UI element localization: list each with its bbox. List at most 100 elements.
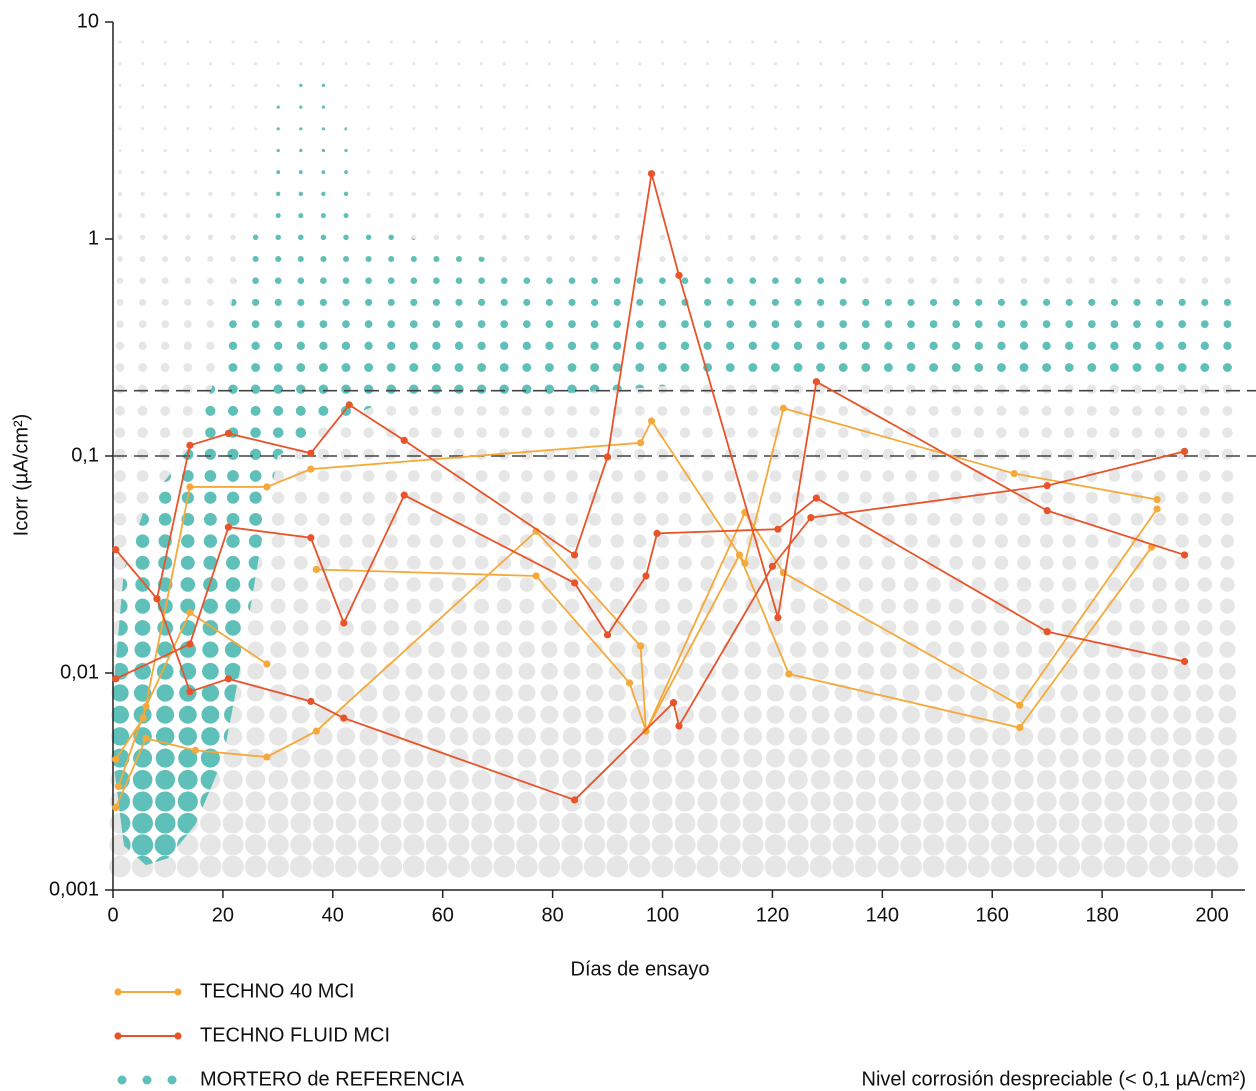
reference-dot xyxy=(299,106,302,109)
grid-dot xyxy=(561,856,583,878)
grid-dot xyxy=(1174,684,1191,701)
grid-dot xyxy=(1202,235,1207,240)
grid-dot xyxy=(480,62,483,65)
grid-dot xyxy=(1198,534,1211,547)
reference-dot xyxy=(410,299,417,306)
legend-swatch xyxy=(168,1076,177,1085)
reference-dot xyxy=(1043,299,1050,306)
grid-dot xyxy=(838,449,849,460)
grid-dot xyxy=(435,170,439,174)
reference-dot xyxy=(132,834,153,855)
data-point xyxy=(675,272,682,279)
grid-dot xyxy=(932,40,935,43)
grid-dot xyxy=(431,427,442,438)
grid-dot xyxy=(702,470,714,482)
grid-dot xyxy=(186,149,189,152)
grid-dot xyxy=(141,127,144,130)
grid-dot xyxy=(1064,427,1075,438)
grid-dot xyxy=(977,62,980,65)
grid-dot xyxy=(386,449,397,460)
grid-dot xyxy=(434,235,439,240)
grid-dot xyxy=(819,170,823,174)
grid-dot xyxy=(406,620,422,636)
grid-dot xyxy=(431,406,441,416)
grid-dot xyxy=(363,427,374,438)
grid-dot xyxy=(1022,192,1026,196)
grid-dot xyxy=(389,192,393,196)
reference-dot xyxy=(410,320,418,328)
grid-dot xyxy=(253,192,257,196)
grid-dot xyxy=(428,642,444,658)
grid-dot xyxy=(629,834,650,855)
grid-dot xyxy=(950,534,963,547)
grid-dot xyxy=(268,791,288,811)
grid-dot xyxy=(815,449,826,460)
reference-dot xyxy=(321,235,326,240)
reference-dot xyxy=(205,449,216,460)
grid-dot xyxy=(116,299,123,306)
grid-dot xyxy=(903,663,920,680)
grid-dot xyxy=(679,449,690,460)
grid-dot xyxy=(886,235,891,240)
grid-dot xyxy=(860,470,872,482)
grid-dot xyxy=(118,170,122,174)
grid-dot xyxy=(638,40,641,43)
grid-dot xyxy=(457,84,460,87)
grid-dot xyxy=(1000,106,1003,109)
grid-dot xyxy=(788,791,808,811)
legend-swatch xyxy=(114,1032,121,1039)
grid-dot xyxy=(634,470,646,482)
grid-dot xyxy=(1175,556,1189,570)
grid-dot xyxy=(563,749,582,768)
grid-dot xyxy=(248,642,264,658)
grid-dot xyxy=(834,706,852,724)
reference-dot xyxy=(1088,299,1095,306)
reference-dot xyxy=(273,384,282,393)
reference-dot xyxy=(388,299,395,306)
grid-dot xyxy=(1112,235,1117,240)
reference-dot xyxy=(251,384,260,393)
grid-dot xyxy=(812,706,830,724)
grid-dot xyxy=(1063,534,1076,547)
grid-dot xyxy=(729,127,732,130)
grid-dot xyxy=(903,599,918,614)
reference-dot xyxy=(568,299,575,306)
grid-dot xyxy=(335,834,356,855)
reference-dot xyxy=(250,449,261,460)
grid-dot xyxy=(858,642,874,658)
grid-dot xyxy=(525,149,528,152)
grid-dot xyxy=(412,40,415,43)
reference-dot xyxy=(342,363,351,372)
grid-dot xyxy=(457,192,461,196)
grid-dot xyxy=(1154,427,1165,438)
grid-dot xyxy=(1106,684,1123,701)
reference-dot xyxy=(252,320,260,328)
grid-dot xyxy=(974,427,985,438)
grid-dot xyxy=(796,213,801,218)
reference-dot xyxy=(111,684,128,701)
grid-dot xyxy=(725,406,735,416)
grid-dot xyxy=(1113,84,1116,87)
grid-dot xyxy=(1197,642,1213,658)
grid-dot xyxy=(163,170,167,174)
reference-dot xyxy=(1065,342,1073,350)
grid-dot xyxy=(795,256,801,262)
grid-dot xyxy=(857,727,875,745)
grid-dot xyxy=(653,727,671,745)
reference-dot xyxy=(156,706,174,724)
grid-dot xyxy=(1181,149,1184,152)
reference-dot xyxy=(816,342,824,350)
reference-dot xyxy=(179,706,197,724)
reference-dot xyxy=(318,406,328,416)
grid-dot xyxy=(724,470,736,482)
grid-dot xyxy=(162,277,169,284)
grid-dot xyxy=(675,813,696,834)
grid-dot xyxy=(836,556,850,570)
grid-dot xyxy=(363,449,374,460)
grid-dot xyxy=(207,256,213,262)
grid-dot xyxy=(977,40,980,43)
grid-dot xyxy=(451,620,467,636)
grid-dot xyxy=(766,727,784,745)
grid-dot xyxy=(994,620,1010,636)
grid-dot xyxy=(1021,256,1027,262)
